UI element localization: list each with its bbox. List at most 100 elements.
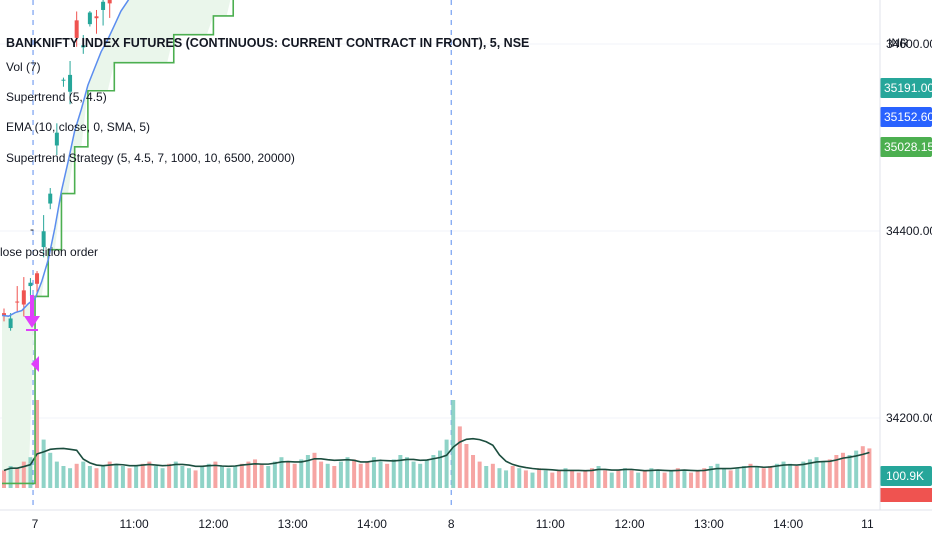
candle-body [21,290,26,305]
volume-bar [550,472,555,488]
volume-bar [781,461,786,488]
y-tick-label: 34200.00 [886,411,932,425]
y-tick-label: 34400.00 [886,224,932,238]
volume-bar [589,468,594,488]
volume-bar [286,461,291,488]
candle [101,0,106,26]
volume-bar [834,455,839,488]
x-tick-label: 7 [32,517,39,531]
volume-bar [847,455,852,488]
volume-bar [48,452,53,488]
legend-volume[interactable]: Vol (7) [6,60,41,74]
volume-bar [200,466,205,488]
volume-bar [807,459,812,488]
volume-bar [411,461,416,488]
x-tick-label: 11:00 [536,517,565,531]
x-tick-label: 11:00 [120,517,149,531]
volume-bar [821,461,826,488]
volume-tag-red-box [880,488,932,502]
volume-bar [570,470,575,488]
volume-bar [120,466,125,488]
candle-body [8,318,13,329]
volume-bar [206,463,211,488]
candle [48,188,53,210]
candle-body [48,193,53,204]
volume-bar [708,466,713,488]
price-tag-layer: 35191.00 35152.60 35028.15 100.9K [880,78,932,502]
price-tag-box [880,107,932,127]
volume-bar [530,472,535,488]
volume-bar [21,461,26,488]
supertrend-fill [2,0,231,484]
x-tick-label: 8 [448,517,455,531]
volume-bar [444,439,449,488]
volume-bar [226,468,231,488]
volume-bar [186,468,191,488]
volume-bar [319,461,324,488]
price-tag: 35191.00 [880,78,932,98]
currency-label: INR [888,36,909,50]
buy-signal-arrow [31,356,39,372]
candle-body [35,273,40,284]
volume-bar [490,463,495,488]
legend-supertrend-strategy[interactable]: Supertrend Strategy (5, 4.5, 7, 1000, 10… [6,151,295,165]
volume-bar [147,461,152,488]
volume-bar [484,466,489,488]
volume-bar [576,472,581,488]
x-tick-label: 11 [861,517,874,531]
x-tick-label: 14:00 [773,517,803,531]
volume-bar [801,461,806,488]
line-layer [1,0,235,485]
volume-bar [497,468,502,488]
volume-bar [345,457,350,488]
x-tick-label: 14:00 [357,517,387,531]
candle-layer [2,0,112,331]
volume-bar [616,470,621,488]
volume-bar [160,468,165,488]
legend-ema[interactable]: EMA (10, close, 0, SMA, 5) [6,120,150,134]
price-tag-box [880,137,932,157]
volume-bar [504,470,509,488]
volume-tag-label: 100.9K [886,469,924,483]
volume-bar [603,470,608,488]
volume-bar [774,463,779,488]
volume-bar [28,457,33,488]
volume-bar [840,452,845,488]
volume-bar [272,461,277,488]
price-tag-label: 35152.60 [884,110,932,124]
volume-bar [794,466,799,488]
volume-bar [332,466,337,488]
candle-body [54,132,59,146]
volume-bar [457,426,462,488]
volume-bar [41,439,46,488]
volume-bar [748,463,753,488]
volume-bar [134,466,139,488]
volume-tag: 100.9K [880,466,932,486]
volume-bar [682,470,687,488]
volume-bar [867,448,872,488]
volume-bar [563,468,568,488]
candle-body [107,0,112,4]
volume-bar [352,459,357,488]
candle [8,313,13,331]
volume-bar [438,450,442,488]
volume-bar [854,450,859,488]
candle [107,0,112,18]
volume-bar [510,466,515,488]
volume-bar [292,463,297,488]
price-tag: 35152.60 [880,107,932,127]
volume-bar [246,461,251,488]
candle [81,35,86,54]
volume-bar [279,457,284,488]
volume-bar [768,466,773,488]
volume-bar [662,472,667,488]
volume-bar [431,455,436,488]
legend-supertrend[interactable]: Supertrend (5, 4.5) [6,90,107,104]
volume-bar [8,466,13,488]
volume-bar [398,455,403,488]
x-tick-label: 13:00 [278,517,308,531]
volume-bar [722,468,727,488]
volume-bar [656,470,660,488]
